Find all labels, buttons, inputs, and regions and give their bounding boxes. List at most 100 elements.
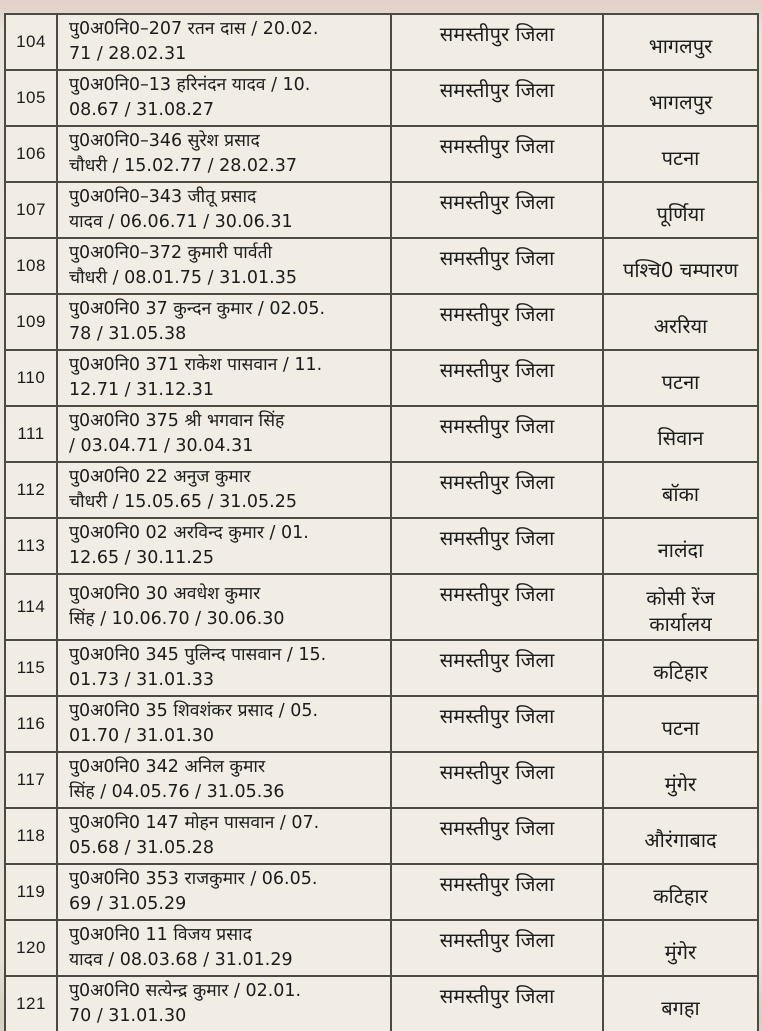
serial-number: 108 — [16, 256, 46, 275]
officer-details-line2: 70 / 31.01.30 — [69, 1006, 187, 1026]
serial-number: 119 — [16, 882, 46, 901]
district-label: समस्तीपुर जिला — [439, 872, 555, 896]
officer-details-line1: पु0अ0नि0 35 शिवशंकर प्रसाद / 05. — [69, 701, 319, 721]
table-row: 119 पु0अ0नि0 353 राजकुमार / 06.05. 69 / … — [4, 863, 759, 921]
officer-details-line1: पु0अ0नि0–346 सुरेश प्रसाद — [69, 131, 260, 151]
officer-details-cell: पु0अ0नि0–13 हरिनंदन यादव / 10. 08.67 / 3… — [56, 69, 392, 127]
posting-location-cell: पटना — [602, 695, 759, 753]
serial-number-cell: 107 — [4, 181, 58, 239]
officer-details-line2: चौधरी / 15.05.65 / 31.05.25 — [69, 492, 297, 512]
serial-number-cell: 117 — [4, 751, 58, 809]
serial-number-cell: 111 — [4, 405, 58, 463]
table-row: 109 पु0अ0नि0 37 कुन्दन कुमार / 02.05. 78… — [4, 293, 759, 351]
district-label: समस्तीपुर जिला — [439, 984, 555, 1008]
officer-details-cell: पु0अ0नि0 371 राकेश पासवान / 11. 12.71 / … — [56, 349, 392, 407]
district-cell: समस्तीपुर जिला — [390, 639, 604, 697]
posting-location-cell: अररिया — [602, 293, 759, 351]
officer-details-cell: पु0अ0नि0 37 कुन्दन कुमार / 02.05. 78 / 3… — [56, 293, 392, 351]
posting-location-cell: पटना — [602, 125, 759, 183]
posting-location-label: मुंगेर — [664, 772, 697, 796]
district-cell: समस्तीपुर जिला — [390, 807, 604, 865]
district-cell: समस्तीपुर जिला — [390, 695, 604, 753]
serial-number-cell: 120 — [4, 919, 58, 977]
district-label: समस्तीपुर जिला — [439, 22, 555, 46]
district-cell: समस्तीपुर जिला — [390, 461, 604, 519]
posting-location-cell: नालंदा — [602, 517, 759, 575]
serial-number: 117 — [16, 770, 46, 789]
serial-number: 107 — [16, 200, 46, 219]
district-cell: समस्तीपुर जिला — [390, 751, 604, 809]
table-row: 107 पु0अ0नि0–343 जीतू प्रसाद यादव / 06.0… — [4, 181, 759, 239]
posting-location-cell: मुंगेर — [602, 919, 759, 977]
officer-details-line1: पु0अ0नि0 11 विजय प्रसाद — [69, 925, 252, 945]
officer-details-cell: पु0अ0नि0 342 अनिल कुमार सिंह / 04.05.76 … — [56, 751, 392, 809]
district-cell: समस्तीपुर जिला — [390, 975, 604, 1031]
posting-location-cell: कटिहार — [602, 863, 759, 921]
serial-number-cell: 118 — [4, 807, 58, 865]
officer-details-line2: 78 / 31.05.38 — [69, 324, 187, 344]
posting-location-cell: बॉका — [602, 461, 759, 519]
officer-details-line2: सिंह / 04.05.76 / 31.05.36 — [69, 782, 285, 802]
posting-location-cell: बगहा — [602, 975, 759, 1031]
district-cell: समस्तीपुर जिला — [390, 573, 604, 641]
posting-location-label: पश्चि0 चम्पारण — [622, 258, 739, 282]
posting-location-label: मुंगेर — [664, 940, 697, 964]
district-label: समस्तीपुर जिला — [439, 414, 555, 438]
district-label: समस्तीपुर जिला — [439, 704, 555, 728]
posting-location-cell: औरंगाबाद — [602, 807, 759, 865]
serial-number-cell: 113 — [4, 517, 58, 575]
posting-location-cell: पूर्णिया — [602, 181, 759, 239]
officer-details-line1: पु0अ0नि0 147 मोहन पासवान / 07. — [69, 813, 320, 833]
district-label: समस्तीपुर जिला — [439, 78, 555, 102]
officer-details-cell: पु0अ0नि0–207 रतन दास / 20.02. 71 / 28.02… — [56, 13, 392, 71]
officer-details-line2: 69 / 31.05.29 — [69, 894, 187, 914]
officer-details-cell: पु0अ0नि0 22 अनुज कुमार चौधरी / 15.05.65 … — [56, 461, 392, 519]
officer-details-line1: पु0अ0नि0 30 अवधेश कुमार — [69, 584, 261, 604]
officer-details-line1: पु0अ0नि0 353 राजकुमार / 06.05. — [69, 869, 318, 889]
officer-details-line1: पु0अ0नि0 02 अरविन्द कुमार / 01. — [69, 523, 309, 543]
serial-number: 105 — [16, 88, 46, 107]
table-row: 121 पु0अ0नि0 सत्येन्द्र कुमार / 02.01. 7… — [4, 975, 759, 1031]
officer-details-line2: 01.70 / 31.01.30 — [69, 726, 215, 746]
posting-location-cell: कोसी रेंज कार्यालय — [602, 573, 759, 641]
officer-details-line2: चौधरी / 08.01.75 / 31.01.35 — [69, 268, 297, 288]
posting-location-label: कोसी रेंज कार्यालय — [646, 586, 715, 636]
serial-number: 111 — [17, 424, 45, 443]
serial-number: 116 — [16, 714, 46, 733]
officer-details-line1: पु0अ0नि0–372 कुमारी पार्वती — [69, 243, 273, 263]
officer-details-cell: पु0अ0नि0 345 पुलिन्द पासवान / 15. 01.73 … — [56, 639, 392, 697]
table-row: 115 पु0अ0नि0 345 पुलिन्द पासवान / 15. 01… — [4, 639, 759, 697]
officer-details-line2: सिंह / 10.06.70 / 30.06.30 — [69, 609, 285, 629]
serial-number: 115 — [16, 658, 46, 677]
posting-location-label: भागलपुर — [648, 34, 713, 58]
officer-details-cell: पु0अ0नि0 02 अरविन्द कुमार / 01. 12.65 / … — [56, 517, 392, 575]
posting-location-cell: पटना — [602, 349, 759, 407]
district-cell: समस्तीपुर जिला — [390, 863, 604, 921]
officer-details-line2: 12.71 / 31.12.31 — [69, 380, 215, 400]
posting-location-label: पूर्णिया — [656, 202, 705, 226]
serial-number: 104 — [16, 32, 46, 51]
posting-location-cell: कटिहार — [602, 639, 759, 697]
district-label: समस्तीपुर जिला — [439, 760, 555, 784]
officer-details-cell: पु0अ0नि0–372 कुमारी पार्वती चौधरी / 08.0… — [56, 237, 392, 295]
district-label: समस्तीपुर जिला — [439, 358, 555, 382]
posting-location-cell: सिवान — [602, 405, 759, 463]
table-row: 104 पु0अ0नि0–207 रतन दास / 20.02. 71 / 2… — [4, 13, 759, 71]
posting-location-cell: भागलपुर — [602, 69, 759, 127]
district-cell: समस्तीपुर जिला — [390, 349, 604, 407]
transfer-posting-table: 104 पु0अ0नि0–207 रतन दास / 20.02. 71 / 2… — [4, 13, 759, 1031]
serial-number: 110 — [16, 368, 46, 387]
serial-number: 113 — [16, 536, 46, 555]
officer-details-line2: / 03.04.71 / 30.04.31 — [69, 436, 254, 456]
serial-number-cell: 108 — [4, 237, 58, 295]
table-row: 106 पु0अ0नि0–346 सुरेश प्रसाद चौधरी / 15… — [4, 125, 759, 183]
officer-details-line2: 12.65 / 30.11.25 — [69, 548, 215, 568]
officer-details-line2: यादव / 06.06.71 / 30.06.31 — [69, 212, 293, 232]
table-row: 112 पु0अ0नि0 22 अनुज कुमार चौधरी / 15.05… — [4, 461, 759, 519]
serial-number: 121 — [16, 994, 46, 1013]
district-cell: समस्तीपुर जिला — [390, 517, 604, 575]
officer-details-line1: पु0अ0नि0 22 अनुज कुमार — [69, 467, 251, 487]
officer-details-line1: पु0अ0नि0 सत्येन्द्र कुमार / 02.01. — [69, 981, 302, 1001]
serial-number-cell: 109 — [4, 293, 58, 351]
district-label: समस्तीपुर जिला — [439, 648, 555, 672]
